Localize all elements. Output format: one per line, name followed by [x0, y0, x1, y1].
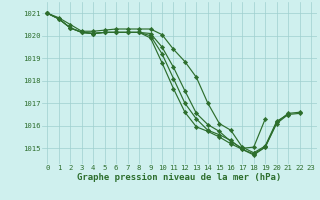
- X-axis label: Graphe pression niveau de la mer (hPa): Graphe pression niveau de la mer (hPa): [77, 173, 281, 182]
